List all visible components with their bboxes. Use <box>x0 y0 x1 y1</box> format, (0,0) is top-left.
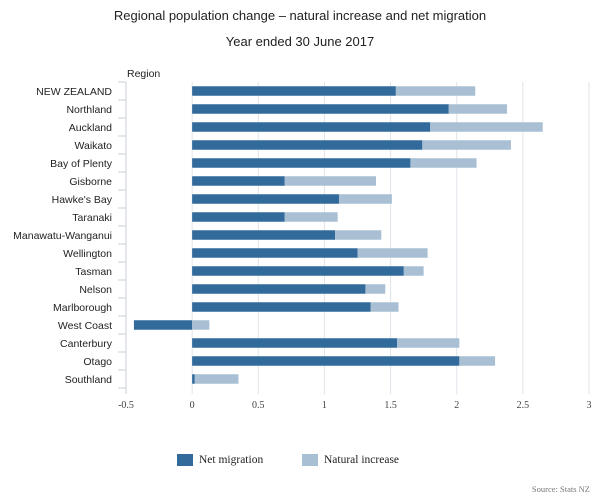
chart-title: Regional population change – natural inc… <box>113 8 487 23</box>
category-label: Taranaki <box>72 212 112 224</box>
y-axis-title: Region <box>127 68 160 80</box>
bar-natural-increase <box>422 140 511 150</box>
bar-net-migration <box>192 356 460 366</box>
axes: -0.5 0 0.5 1 1.5 2 2.5 3 NEW ZEALAND Northland Auc… <box>13 81 592 411</box>
x-tick-label: -0.5 <box>118 400 134 411</box>
x-tick-label: 1.5 <box>384 400 397 411</box>
bar-natural-increase <box>338 194 392 204</box>
category-label: Nelson <box>79 284 112 296</box>
category-label: Southland <box>65 374 112 386</box>
chart-subtitle: Year ended 30 June 2017 <box>225 34 375 49</box>
category-label: Hawke's Bay <box>52 194 113 206</box>
bar-natural-increase <box>335 230 382 240</box>
category-label: Wellington <box>63 248 112 260</box>
bar-net-migration <box>192 86 396 96</box>
bar-net-migration <box>192 212 285 222</box>
bar-natural-increase <box>459 356 496 366</box>
x-tick-label: 3 <box>587 400 592 411</box>
bar-natural-increase <box>403 266 424 276</box>
bar-natural-increase <box>192 320 210 330</box>
legend-label: Natural increase <box>324 454 400 466</box>
category-label: West Coast <box>58 320 112 332</box>
bar-net-migration <box>192 176 285 186</box>
bar-net-migration <box>192 266 404 276</box>
bar-natural-increase <box>410 158 477 168</box>
bar-natural-increase <box>370 302 399 312</box>
bar-net-migration <box>192 374 195 384</box>
x-tick-label: 2.5 <box>517 400 530 411</box>
x-tick-label: 0.5 <box>252 400 265 411</box>
bar-net-migration <box>192 338 398 348</box>
bars <box>133 86 543 384</box>
bar-natural-increase <box>357 248 428 258</box>
bar-net-migration <box>133 320 193 330</box>
bar-natural-increase <box>194 374 239 384</box>
bar-net-migration <box>192 230 336 240</box>
bar-net-migration <box>192 104 449 114</box>
bar-natural-increase <box>365 284 386 294</box>
bar-net-migration <box>192 158 411 168</box>
legend-item-net-migration: Net migration <box>177 452 263 468</box>
category-label: Bay of Plenty <box>50 158 113 170</box>
bar-net-migration <box>192 140 423 150</box>
bar-net-migration <box>192 284 366 294</box>
bar-net-migration <box>192 248 358 258</box>
legend-label: Net migration <box>199 454 264 466</box>
legend-swatch <box>177 454 193 466</box>
category-label: Waikato <box>74 140 112 152</box>
category-label: NEW ZEALAND <box>36 86 112 98</box>
category-label: Otago <box>83 356 112 368</box>
legend-swatch <box>302 454 318 466</box>
category-label: Manawatu-Wanganui <box>13 230 112 242</box>
bar-natural-increase <box>397 338 460 348</box>
x-tick-label: 1 <box>322 400 327 411</box>
bar-net-migration <box>192 122 431 132</box>
source-note: Source: Stats NZ <box>531 484 590 494</box>
bar-natural-increase <box>395 86 476 96</box>
category-label: Marlborough <box>53 302 112 314</box>
category-label: Tasman <box>75 266 112 278</box>
bar-natural-increase <box>284 176 377 186</box>
category-label: Northland <box>66 104 112 116</box>
x-tick-label: 2 <box>454 400 459 411</box>
bar-natural-increase <box>430 122 543 132</box>
legend-item-natural-increase: Natural increase <box>302 452 399 468</box>
bar-natural-increase <box>284 212 338 222</box>
category-label: Gisborne <box>69 176 112 188</box>
x-tick-label: 0 <box>190 400 195 411</box>
bar-natural-increase <box>448 104 507 114</box>
bar-net-migration <box>192 302 371 312</box>
category-label: Auckland <box>69 122 112 134</box>
legend: Net migration Natural increase <box>0 452 600 468</box>
category-label: Canterbury <box>60 338 113 350</box>
bar-net-migration <box>192 194 339 204</box>
